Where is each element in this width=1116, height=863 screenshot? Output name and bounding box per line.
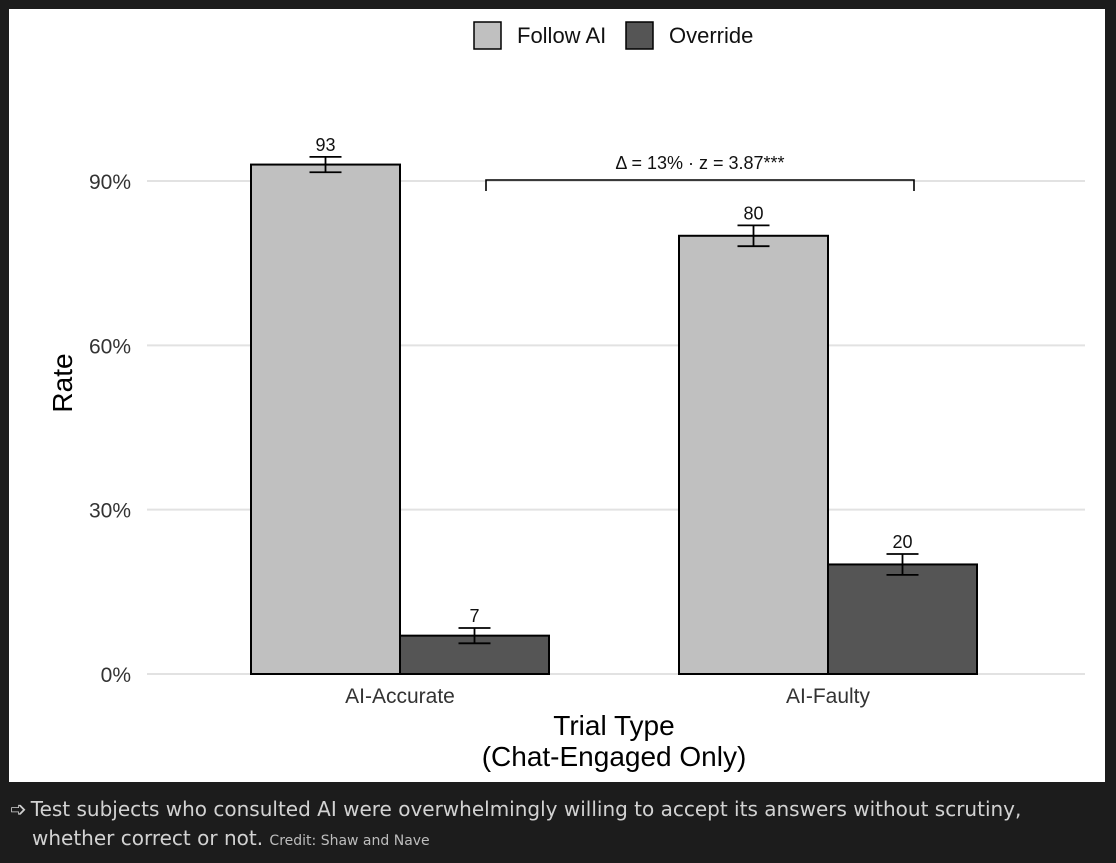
error-bar — [886, 553, 919, 576]
significance-bracket: Δ = 13% · z = 3.87*** — [485, 153, 915, 191]
caption-credit: Credit: Shaw and Nave — [269, 833, 430, 849]
legend-label-override: Override — [669, 23, 753, 48]
x-axis-title: Trial Type — [553, 710, 674, 741]
error-bar — [737, 224, 770, 248]
bar-follow-ai — [678, 234, 829, 675]
caption-arrow-icon: ➩ — [10, 797, 27, 821]
y-tick-label: 0% — [101, 664, 131, 687]
data-label: 7 — [469, 606, 479, 626]
legend-label-follow-ai: Follow AI — [517, 23, 606, 48]
data-label: 20 — [892, 532, 912, 552]
x-axis-title-line2: (Chat-Engaged Only) — [482, 741, 747, 772]
figure-frame: 93 80 7 20 0% 30% 60% 90% AI-Accurate AI-Faulty … — [9, 9, 1105, 782]
y-tick-label: 60% — [89, 335, 131, 358]
image-caption: ➩ Test subjects who consulted AI were ove… — [10, 795, 1100, 856]
legend: Follow AI Override — [473, 21, 753, 50]
error-bars — [309, 155, 919, 645]
y-tick-label: 30% — [89, 500, 131, 523]
x-tick-label: AI-Faulty — [786, 685, 871, 708]
x-tick-label: AI-Accurate — [345, 685, 455, 708]
error-bar — [458, 627, 491, 645]
error-bar — [309, 155, 342, 174]
y-tick-label: 90% — [89, 171, 131, 194]
bar-follow-ai — [250, 163, 401, 675]
axes: 0% 30% 60% 90% AI-Accurate AI-Faulty — [89, 171, 871, 708]
bars — [250, 163, 978, 676]
caption-text: Test subjects who consulted AI were over… — [30, 797, 1022, 850]
data-label: 80 — [743, 203, 763, 223]
y-axis-title: Rate — [47, 353, 78, 412]
bracket-line — [485, 179, 915, 191]
bar-override — [827, 563, 978, 676]
legend-swatch-follow-ai — [473, 21, 502, 50]
data-labels: 93 80 7 20 — [315, 135, 912, 626]
data-label: 93 — [315, 135, 335, 155]
bracket-annotation: Δ = 13% · z = 3.87*** — [615, 153, 784, 173]
legend-swatch-override — [625, 21, 654, 50]
